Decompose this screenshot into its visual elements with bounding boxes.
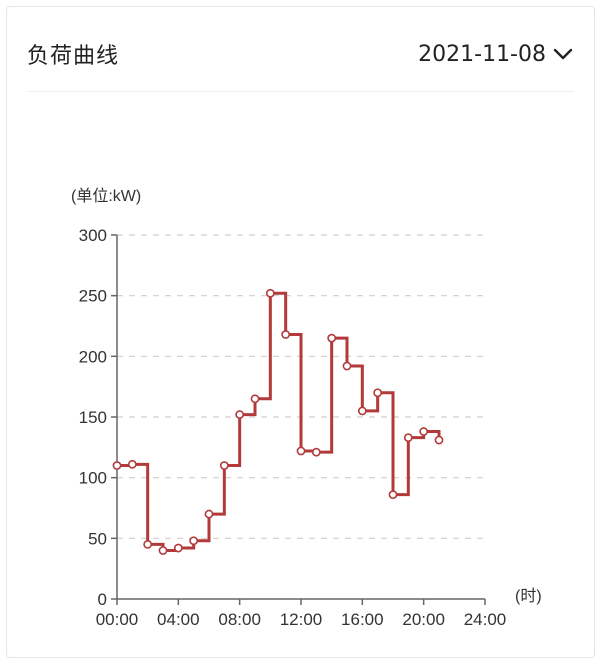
load-chart: (单位:kW) (时) 0 50 100 150 200 250 300 00:00 04:0… (71, 187, 542, 629)
chart-area: (单位:kW) (时) 0 50 100 150 200 250 300 00:00 04:0… (7, 167, 596, 637)
x-tick-label: 04:00 (157, 610, 200, 629)
data-point (127, 459, 137, 469)
y-tick-label: 150 (79, 408, 107, 427)
data-point (311, 447, 321, 457)
x-tick-label: 16:00 (341, 610, 384, 629)
data-point (158, 546, 168, 555)
y-tick-label: 100 (79, 469, 107, 488)
y-tick-label: 250 (79, 287, 107, 306)
date-selector[interactable]: 2021-11-08 (418, 42, 574, 67)
load-series-line (117, 291, 441, 552)
data-point (143, 539, 153, 549)
data-point (281, 330, 291, 339)
y-tick-label: 300 (79, 226, 107, 245)
data-point (342, 361, 352, 371)
data-point (265, 288, 275, 298)
data-point (204, 509, 214, 519)
data-point (434, 435, 444, 445)
x-tick-label: 24:00 (464, 610, 507, 629)
data-point (235, 410, 245, 419)
y-tick-label: 0 (98, 590, 107, 609)
data-point (296, 446, 306, 456)
data-point (112, 461, 122, 470)
y-tick-label: 50 (88, 529, 107, 548)
x-tick-label: 12:00 (280, 610, 323, 629)
x-tick-label: 08:00 (218, 610, 261, 629)
data-point (373, 388, 383, 398)
y-unit-label: (单位:kW) (71, 187, 141, 205)
data-point (173, 543, 183, 553)
data-point (388, 490, 398, 500)
date-value: 2021-11-08 (418, 41, 546, 67)
card-header: 负荷曲线 2021-11-08 (27, 17, 574, 92)
y-tick-label: 200 (79, 347, 107, 366)
data-point (189, 536, 199, 546)
load-curve-card: 负荷曲线 2021-11-08 (单位:kW) (时) 0 50 100 150 200… (6, 6, 595, 658)
card-title: 负荷曲线 (27, 44, 120, 69)
data-point (219, 461, 229, 470)
data-point (327, 333, 337, 343)
chevron-down-icon (552, 43, 574, 65)
data-point (419, 427, 429, 436)
data-point (403, 433, 413, 443)
x-tick-label: 20:00 (402, 610, 445, 629)
data-point (250, 394, 260, 404)
data-point (357, 406, 367, 416)
x-tick-label: 00:00 (96, 610, 139, 629)
x-unit-label: (时) (515, 587, 542, 605)
